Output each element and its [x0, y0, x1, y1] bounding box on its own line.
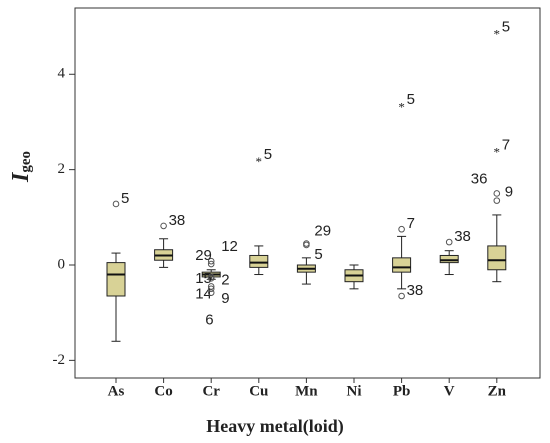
- outlier-label: 6: [205, 312, 213, 329]
- box: [249, 254, 269, 268]
- outlier-label: 9: [221, 290, 229, 307]
- outlier-point: [493, 190, 501, 197]
- x-tick-label: Zn: [488, 383, 507, 399]
- outlier-point: [303, 241, 310, 249]
- outlier-label: 5: [314, 246, 322, 263]
- box: [392, 257, 412, 273]
- x-tick-label: Cr: [202, 383, 220, 399]
- x-tick-label: Ni: [347, 383, 362, 399]
- outlier-point: [445, 238, 453, 246]
- x-tick-label: Pb: [393, 383, 411, 399]
- outlier-point: [398, 225, 405, 233]
- outlier-label: 9: [505, 184, 513, 201]
- extreme-point: *: [398, 99, 405, 114]
- outlier-point: [207, 289, 215, 296]
- y-tick-label: -2: [53, 352, 66, 368]
- outlier-label: 15: [195, 270, 212, 287]
- box: [439, 254, 459, 264]
- outlier-label: 7: [502, 137, 510, 154]
- box: [106, 262, 126, 297]
- x-tick-label: Co: [154, 383, 172, 399]
- x-tick-label: As: [108, 383, 125, 399]
- y-tick-label: 0: [58, 256, 66, 272]
- x-tick-label: Cu: [249, 383, 268, 399]
- outlier-point: [207, 257, 215, 265]
- outlier-label: 29: [195, 247, 212, 264]
- x-tick-label: V: [444, 383, 455, 399]
- outlier-point: [207, 283, 215, 290]
- y-tick-label: 4: [58, 66, 66, 82]
- y-axis-label: Igeo: [8, 151, 35, 183]
- outlier-label: 38: [169, 212, 186, 229]
- outlier-label: 5: [407, 91, 415, 108]
- outlier-label: 5: [121, 190, 129, 207]
- outlier-point: [207, 285, 215, 293]
- extreme-point: *: [494, 26, 501, 41]
- outlier-label: 12: [221, 238, 238, 255]
- y-label-sub: geo: [18, 151, 34, 173]
- outlier-label: 38: [454, 228, 471, 245]
- outlier-label: 5: [264, 146, 272, 163]
- y-tick-label: 2: [58, 161, 66, 177]
- outlier-point: [207, 260, 215, 268]
- outlier-label: 5: [502, 18, 510, 35]
- extreme-point: *: [494, 145, 501, 160]
- outlier-point: [493, 197, 501, 204]
- outlier-point: [160, 222, 167, 230]
- extreme-point: *: [256, 154, 263, 169]
- y-label-main: I: [8, 171, 34, 183]
- outlier-point: [112, 200, 120, 208]
- outlier-label: 38: [407, 282, 424, 299]
- box: [487, 245, 507, 271]
- outlier-label: 7: [407, 215, 415, 232]
- outlier-point: [398, 292, 405, 300]
- plot-frame: [74, 7, 541, 379]
- outlier-label: 14: [195, 285, 212, 302]
- outlier-label: 36: [471, 170, 488, 187]
- x-axis-label: Heavy metal(loid): [206, 416, 343, 437]
- x-tick-label: Mn: [295, 383, 318, 399]
- outlier-label: 29: [314, 223, 331, 240]
- outlier-point: [207, 275, 215, 282]
- outlier-label: 2: [221, 271, 229, 288]
